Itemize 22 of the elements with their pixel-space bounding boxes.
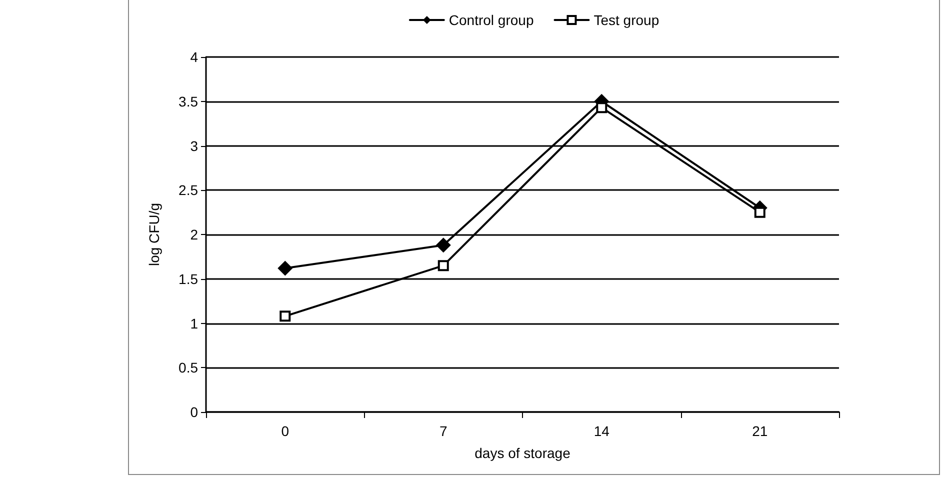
point [438,260,449,272]
point [278,260,293,276]
y-tick-label: 1.5 [178,270,198,287]
x-tick-label: 21 [752,423,768,439]
y-tick-label: 2 [190,226,198,242]
x-tick-label: 14 [594,423,610,439]
y-tick-label: 2.5 [178,182,198,198]
x-axis-title: days of storage [474,445,571,461]
point [436,238,451,253]
y-tick-label: 4 [190,49,198,65]
point [596,102,608,114]
y-axis-title: log CFU/g [146,202,162,266]
y-tick-label: 3 [190,138,198,154]
y-tick-label: 1 [190,315,198,332]
x-tick-label: 7 [439,423,448,439]
y-tick-label: 0.5 [178,360,198,376]
point [280,310,291,322]
y-tick-label: 0 [190,404,198,420]
legend-label: Control group [448,12,534,28]
y-tick-label: 3.5 [178,93,198,110]
x-tick-label: 0 [281,423,290,439]
legend-label: Test group [594,12,660,28]
